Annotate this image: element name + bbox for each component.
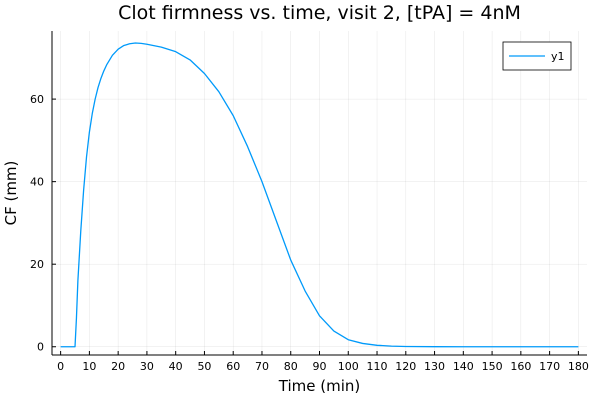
- x-tick-label: 30: [140, 360, 154, 373]
- x-axis-label: Time (min): [278, 377, 360, 395]
- x-tick-label: 0: [57, 360, 64, 373]
- x-tick-label: 10: [82, 360, 96, 373]
- x-tick-label: 100: [338, 360, 359, 373]
- x-tick-label: 110: [367, 360, 388, 373]
- x-tick-label: 160: [510, 360, 531, 373]
- legend-label-y1: y1: [551, 50, 565, 63]
- x-tick-label: 170: [539, 360, 560, 373]
- x-tick-label: 50: [197, 360, 211, 373]
- x-tick-label: 90: [313, 360, 327, 373]
- x-tick-label: 150: [482, 360, 503, 373]
- series-line-y1: [60, 42, 579, 348]
- y-tick-label: 0: [37, 341, 44, 354]
- x-axis-ticks: 0 10 20 30 40 50 60 70 80 90 100 110 120 130 140 150 160…: [57, 351, 589, 373]
- grid-lines: [52, 31, 587, 355]
- y-tick-label: 40: [30, 176, 44, 189]
- x-tick-label: 80: [284, 360, 298, 373]
- y-axis-ticks: 0 20 40 60: [30, 93, 56, 354]
- x-tick-label: 70: [255, 360, 269, 373]
- x-tick-label: 180: [568, 360, 589, 373]
- series-layer: [60, 42, 579, 348]
- legend: y1: [502, 41, 572, 71]
- x-tick-label: 40: [169, 360, 183, 373]
- y-axis-label: CF (mm): [2, 161, 20, 226]
- y-tick-label: 60: [30, 93, 44, 106]
- x-tick-label: 20: [111, 360, 125, 373]
- x-tick-label: 130: [424, 360, 445, 373]
- x-tick-label: 140: [453, 360, 474, 373]
- y-tick-label: 20: [30, 258, 44, 271]
- x-tick-label: 120: [395, 360, 416, 373]
- x-tick-label: 60: [226, 360, 240, 373]
- chart-title: Clot firmness vs. time, visit 2, [tPA] =…: [118, 2, 521, 24]
